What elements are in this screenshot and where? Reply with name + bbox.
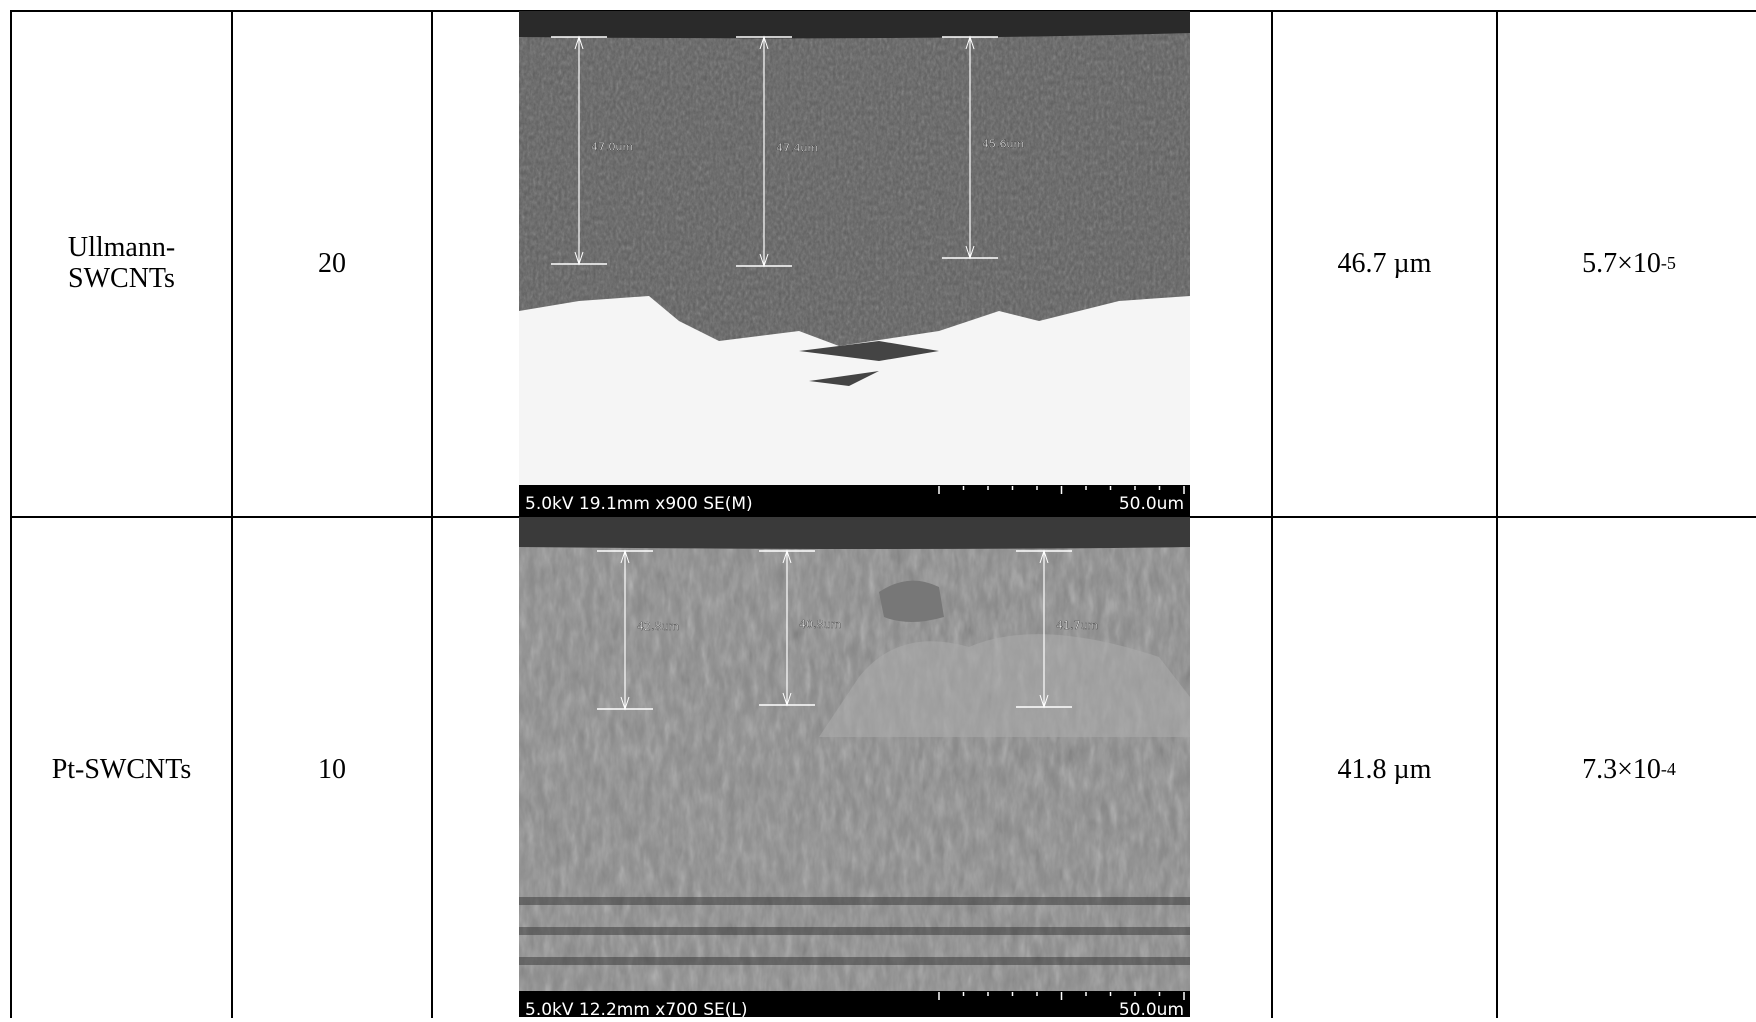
arrow-head — [759, 35, 769, 268]
top-edge — [519, 11, 1190, 39]
value-cell: 5.7×10 -5 — [1498, 12, 1756, 516]
ridge — [819, 634, 1190, 737]
stripe — [519, 957, 1190, 965]
measurement: 47.0um — [591, 141, 633, 154]
info: 5.0kV 19.1mm x900 SE(M) — [525, 494, 753, 514]
arrow-head — [1039, 549, 1049, 709]
arrow-head — [620, 549, 630, 711]
scale: 50.0um — [1119, 494, 1184, 514]
sem-image: 47.0um 47.4um 45.6um 5.0kV 19.1mm x900 SE(M… — [519, 11, 1190, 516]
material-text: SWCNTs — [68, 263, 175, 294]
value-base: 5.7×10 — [1582, 247, 1661, 279]
material-text: Ullmann- — [67, 232, 176, 264]
measurement: 40.8um — [799, 618, 841, 631]
thickness-cell: 41.8 µm — [1337, 753, 1432, 785]
column-border — [1496, 10, 1498, 1018]
loading-cell: 20 — [318, 247, 346, 279]
arrow-head — [782, 549, 792, 707]
white-region — [519, 296, 1190, 485]
material-text: Pt-SWCNTs — [51, 753, 192, 785]
info: 5.0kV 12.2mm x700 SE(L) — [525, 1000, 747, 1017]
measurement: 41.7um — [1056, 619, 1098, 632]
stripe — [519, 927, 1190, 935]
stripe — [519, 897, 1190, 905]
arrow-head — [965, 35, 975, 260]
column-border — [431, 10, 433, 1018]
material-cell: Pt-SWCNTs — [12, 518, 231, 1022]
texture — [519, 517, 1190, 991]
value-exponent: -4 — [1660, 759, 1676, 780]
particle — [879, 580, 944, 622]
measurement: 45.6um — [982, 138, 1024, 151]
column-border — [10, 10, 12, 1018]
column-border — [231, 10, 233, 1018]
value-cell: 7.3×10 -4 — [1498, 518, 1756, 1022]
measurement: 42.8um — [637, 620, 679, 633]
sem-image: 42.8um 40.8um 41.7um 5.0kV 12.2mm x700 SE(L… — [519, 517, 1190, 1017]
measurement: 47.4um — [776, 142, 818, 155]
value-base: 7.3×10 — [1582, 753, 1661, 785]
scale: 50.0um — [1119, 1000, 1184, 1017]
value-exponent: -5 — [1660, 253, 1676, 274]
dark-flake — [799, 341, 939, 386]
arrow-head — [574, 35, 584, 266]
thickness-cell: 46.7 µm — [1337, 247, 1432, 279]
info-bar — [519, 485, 1190, 516]
column-border — [1271, 10, 1273, 1018]
info-bar — [519, 991, 1190, 1017]
material-cell: Ullmann- SWCNTs — [12, 12, 231, 516]
top-edge — [519, 517, 1190, 549]
loading-cell: 10 — [318, 753, 346, 785]
